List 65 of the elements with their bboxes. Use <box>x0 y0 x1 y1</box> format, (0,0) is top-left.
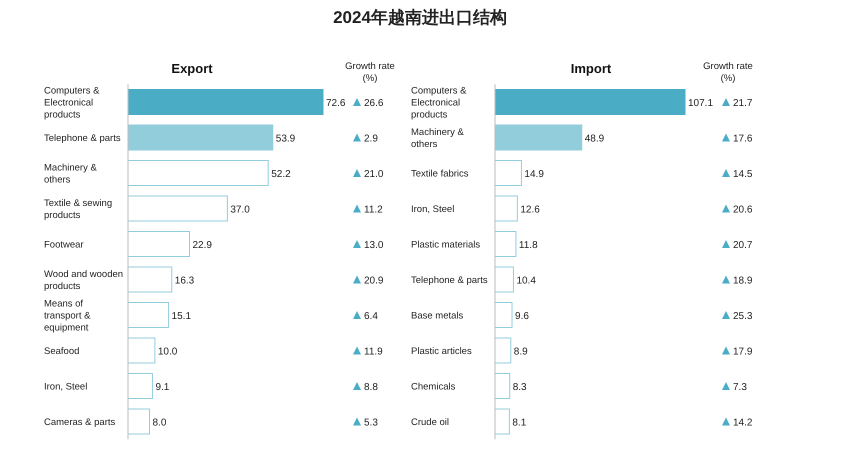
text: 6.4 <box>364 311 378 322</box>
data-label: 16.3 <box>174 276 195 286</box>
y-tick-label: Means of transport & equipment <box>44 298 92 334</box>
y-tick-label: Base metals <box>411 310 464 322</box>
y-tick-label: Computers & Electronical products <box>411 86 468 120</box>
text: 17.6 <box>733 134 753 144</box>
data-label: 9.1 <box>155 382 170 393</box>
data-label: 9.6 <box>515 311 530 322</box>
text: 21.0 <box>364 169 384 180</box>
y-tick-label: Computers & Electronical products <box>44 86 100 120</box>
data-label: 14.9 <box>524 169 544 180</box>
data-label: 22.9 <box>192 240 212 251</box>
y-tick-label: Chemicals <box>411 382 456 392</box>
data-label: 72.6 <box>326 98 346 109</box>
data-label: 15.1 <box>172 311 192 322</box>
y-tick-label: Textile fabrics <box>411 168 469 180</box>
text: 8.8 <box>364 382 378 393</box>
data-label: 12.6 <box>520 204 540 216</box>
text: 17.9 <box>733 346 753 358</box>
y-tick-label: Cameras & parts <box>44 417 116 428</box>
y-tick-label: Seafood <box>44 346 80 357</box>
text: 20.7 <box>733 240 753 251</box>
text: 2.9 <box>364 134 378 144</box>
data-label: 48.9 <box>584 134 605 144</box>
text: 14.2 <box>733 418 753 428</box>
data-label: 11.8 <box>518 240 538 251</box>
y-tick-label: Crude oil <box>411 417 450 428</box>
text: 7.3 <box>733 382 748 393</box>
data-label: 107.1 <box>688 98 714 109</box>
text: 13.0 <box>364 240 384 251</box>
text: 20.6 <box>733 204 753 216</box>
y-tick-label: Plastic articles <box>411 346 472 357</box>
data-label: 8.1 <box>512 418 527 428</box>
text: 2024年越南进出口结构 <box>333 8 507 27</box>
y-tick-label: Telephone & parts <box>44 133 121 144</box>
y-tick-label: Iron, Steel <box>44 382 88 392</box>
data-label: 8.9 <box>514 346 528 358</box>
text: 14.5 <box>733 169 753 180</box>
y-tick-label: Iron, Steel <box>411 204 454 215</box>
y-tick-label: Wood and wooden products <box>44 269 124 292</box>
data-label: 52.2 <box>271 169 292 180</box>
y-tick-label: Telephone & parts <box>411 275 488 286</box>
y-tick-label: Machinery & others <box>44 162 98 186</box>
chart-title: Export <box>171 61 214 76</box>
text: 11.2 <box>364 204 384 216</box>
data-label: 53.9 <box>276 134 296 144</box>
text: 25.3 <box>733 311 753 322</box>
text: 18.9 <box>733 276 753 286</box>
text: Growth rate (%) <box>703 61 753 84</box>
data-label: 37.0 <box>230 204 250 216</box>
text: 20.9 <box>364 276 384 286</box>
y-tick-label: Plastic materials <box>411 240 480 250</box>
y-tick-label: Textile & sewing products <box>44 198 112 221</box>
y-tick-label: Machinery & others <box>411 127 464 150</box>
data-label: 8.3 <box>512 382 528 393</box>
text: 5.3 <box>364 418 378 428</box>
data-label: 10.4 <box>516 276 536 286</box>
chart-title: Import <box>570 61 612 76</box>
y-tick-label: Footwear <box>44 240 84 250</box>
text: Growth rate (%) <box>345 61 395 84</box>
data-label: 8.0 <box>152 418 167 428</box>
text: 21.7 <box>733 98 753 109</box>
data-label: 10.0 <box>158 346 178 358</box>
text: 26.6 <box>364 98 384 109</box>
text: 11.9 <box>364 346 384 358</box>
